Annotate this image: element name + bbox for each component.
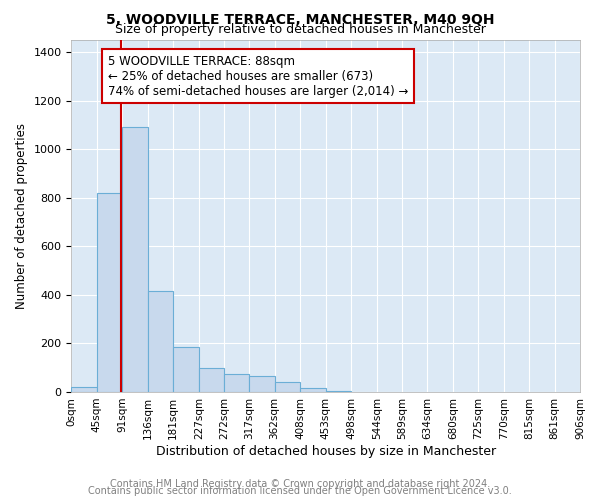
- Bar: [301, 388, 326, 392]
- Text: Contains public sector information licensed under the Open Government Licence v3: Contains public sector information licen…: [88, 486, 512, 496]
- Bar: [250, 376, 275, 392]
- Bar: [97, 193, 122, 392]
- Bar: [173, 347, 199, 392]
- Text: Size of property relative to detached houses in Manchester: Size of property relative to detached ho…: [115, 22, 485, 36]
- Bar: [199, 368, 224, 392]
- Text: Contains HM Land Registry data © Crown copyright and database right 2024.: Contains HM Land Registry data © Crown c…: [110, 479, 490, 489]
- Text: 5 WOODVILLE TERRACE: 88sqm
← 25% of detached houses are smaller (673)
74% of sem: 5 WOODVILLE TERRACE: 88sqm ← 25% of deta…: [108, 54, 408, 98]
- Bar: [326, 391, 351, 392]
- Y-axis label: Number of detached properties: Number of detached properties: [15, 123, 28, 309]
- Bar: [148, 291, 173, 392]
- Bar: [275, 382, 301, 392]
- Bar: [122, 128, 148, 392]
- Bar: [71, 387, 97, 392]
- Bar: [224, 374, 250, 392]
- Text: 5, WOODVILLE TERRACE, MANCHESTER, M40 9QH: 5, WOODVILLE TERRACE, MANCHESTER, M40 9Q…: [106, 12, 494, 26]
- X-axis label: Distribution of detached houses by size in Manchester: Distribution of detached houses by size …: [155, 444, 496, 458]
